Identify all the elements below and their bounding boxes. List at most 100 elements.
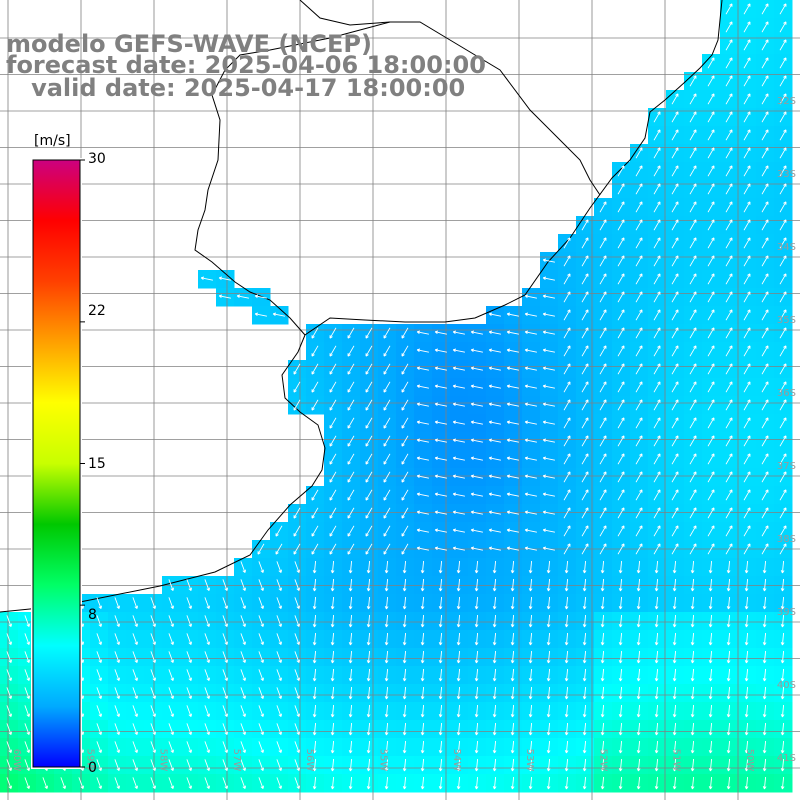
wind-arrow: [707, 183, 715, 195]
wind-arrow: [780, 776, 785, 790]
wind-arrow: [600, 614, 605, 628]
wind-arrow: [330, 740, 335, 754]
wind-arrow: [506, 456, 519, 461]
wind-arrow: [276, 633, 282, 645]
wind-arrow: [456, 632, 461, 646]
wind-arrow: [470, 474, 483, 479]
wind-arrow: [689, 255, 697, 267]
wind-arrow: [761, 363, 769, 375]
lat-tick-label: 37S: [777, 461, 796, 472]
wind-arrow: [114, 759, 120, 771]
wind-arrow: [294, 777, 300, 789]
wind-arrow: [524, 528, 537, 533]
wind-arrow: [312, 704, 317, 718]
wind-arrow: [671, 129, 679, 141]
wind-arrow: [617, 273, 625, 285]
wind-arrow: [618, 686, 623, 700]
wind-arrow: [779, 39, 787, 51]
wind-arrow: [294, 687, 300, 699]
wind-arrow: [564, 776, 569, 790]
wind-arrow: [438, 560, 443, 574]
wind-arrow: [168, 669, 174, 681]
wind-arrow: [563, 417, 571, 429]
wind-arrow: [222, 687, 228, 699]
wind-arrow: [401, 453, 409, 465]
wind-arrow: [186, 615, 192, 627]
wind-arrow: [762, 686, 767, 700]
wind-arrow: [599, 219, 607, 231]
wind-arrow: [114, 741, 120, 753]
wind-arrow: [347, 507, 355, 519]
wind-arrow: [24, 651, 30, 663]
wind-arrow: [204, 651, 210, 663]
wind-arrow: [347, 327, 355, 339]
wind-arrow: [743, 453, 751, 465]
wind-arrow: [671, 291, 679, 303]
wind-arrow: [761, 417, 769, 429]
wind-arrow: [671, 327, 679, 339]
wind-arrow: [402, 722, 407, 736]
wind-arrow: [780, 668, 785, 682]
wind-arrow: [581, 399, 589, 411]
wind-arrow: [762, 668, 767, 682]
wind-arrow: [599, 399, 607, 411]
wind-arrow: [744, 560, 749, 574]
wind-arrow: [474, 614, 479, 628]
wind-arrow: [725, 543, 733, 555]
wind-arrow: [401, 543, 409, 555]
wind-arrow: [653, 543, 661, 555]
wind-arrow: [96, 633, 102, 645]
wind-arrow: [186, 777, 192, 789]
wind-arrow: [204, 597, 210, 609]
wind-arrow: [743, 111, 751, 123]
wind-arrow: [689, 327, 697, 339]
wind-arrow: [96, 687, 102, 699]
wind-arrow: [456, 686, 461, 700]
wind-arrow: [402, 596, 407, 610]
wind-arrow: [743, 471, 751, 483]
wind-arrow: [312, 578, 317, 592]
wind-arrow: [311, 327, 319, 339]
wind-arrow: [761, 111, 769, 123]
wind-arrow: [542, 312, 555, 317]
wind-arrow: [563, 543, 571, 555]
wind-arrow: [96, 723, 102, 735]
wind-arrow: [330, 578, 335, 592]
wind-arrow: [366, 776, 371, 790]
wind-arrow: [365, 327, 373, 339]
wind-arrow: [690, 578, 695, 592]
wind-arrow: [617, 525, 625, 537]
wind-arrow: [366, 632, 371, 646]
wind-arrow: [671, 507, 679, 519]
wind-arrow: [452, 528, 465, 533]
wind-arrow: [635, 525, 643, 537]
wind-arrow: [330, 596, 335, 610]
wind-arrow: [725, 3, 733, 15]
wind-arrow: [726, 596, 731, 610]
wind-arrow: [542, 330, 555, 335]
wind-arrow: [779, 147, 787, 159]
wind-arrow: [725, 381, 733, 393]
wind-arrow: [672, 686, 677, 700]
wind-arrow: [743, 129, 751, 141]
wind-arrow: [779, 129, 787, 141]
wind-arrow: [635, 237, 643, 249]
wind-arrow: [492, 614, 497, 628]
wind-arrow: [600, 560, 605, 574]
wind-arrow: [546, 668, 551, 682]
wind-arrow: [24, 633, 30, 645]
wind-arrow: [510, 668, 515, 682]
wind-arrow: [546, 722, 551, 736]
wind-arrow: [293, 507, 301, 519]
wind-arrow: [779, 93, 787, 105]
wind-arrow: [599, 507, 607, 519]
wind-arrow: [671, 489, 679, 501]
wind-arrow: [780, 722, 785, 736]
wind-arrow: [456, 776, 461, 790]
wind-arrow: [542, 492, 555, 497]
wind-arrow: [168, 615, 174, 627]
wind-arrow: [581, 291, 589, 303]
wind-arrow: [150, 687, 156, 699]
wind-arrow: [168, 777, 174, 789]
wind-arrow: [635, 309, 643, 321]
